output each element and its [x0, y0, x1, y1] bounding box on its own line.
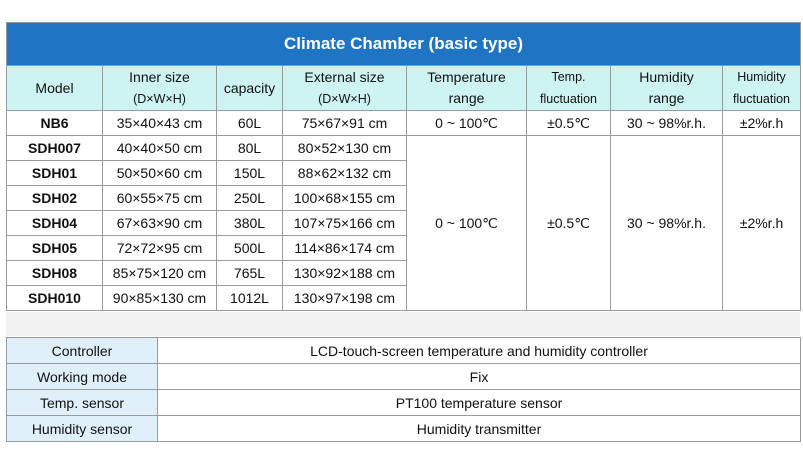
table-row: SDH010 90×85×130 cm 1012L 130×97×198 cm — [6, 285, 801, 311]
model-cell: SDH05 — [6, 235, 103, 261]
capacity-cell: 150L — [216, 160, 283, 186]
external-size-cell: 100×68×155 cm — [282, 185, 407, 211]
info-row: Humidity sensor Humidity transmitter — [6, 415, 801, 442]
capacity-cell: 765L — [216, 260, 283, 286]
header-external-size: External size (D×W×H) — [282, 65, 407, 111]
temp-fluctuation-cell: ±0.5℃ — [526, 110, 611, 136]
inner-size-cell: 60×55×75 cm — [102, 185, 217, 211]
external-size-cell: 107×75×166 cm — [282, 210, 407, 236]
header-inner-size: Inner size (D×W×H) — [102, 65, 217, 111]
header-row: Model Inner size (D×W×H) capacity Externa… — [6, 65, 802, 111]
info-row: Controller LCD-touch-screen temperature … — [6, 337, 801, 364]
external-size-cell: 130×97×198 cm — [282, 285, 407, 311]
capacity-cell: 250L — [216, 185, 283, 211]
header-temp-fluctuation: Temp. fluctuation — [526, 65, 611, 111]
info-value: Fix — [157, 363, 801, 390]
inner-size-cell: 85×75×120 cm — [102, 260, 217, 286]
capacity-cell: 60L — [216, 110, 283, 136]
capacity-cell: 500L — [216, 235, 283, 261]
humidity-range-cell: 30 ~ 98%r.h. — [610, 110, 723, 136]
model-cell: SDH01 — [6, 160, 103, 186]
temperature-range-cell: 0 ~ 100℃ — [406, 110, 527, 136]
model-cell: SDH010 — [6, 285, 103, 311]
table-row: NB6 35×40×43 cm 60L 75×67×91 cm 0 ~ 100℃… — [6, 110, 802, 136]
spec-table: Climate Chamber (basic type) Model Inner… — [5, 22, 802, 311]
header-temperature-range: Temperature range — [406, 65, 527, 111]
external-size-cell: 130×92×188 cm — [282, 260, 407, 286]
info-label: Temp. sensor — [6, 389, 158, 416]
inner-size-cell: 90×85×130 cm — [102, 285, 217, 311]
table-title: Climate Chamber (basic type) — [5, 22, 802, 66]
info-value: Humidity transmitter — [157, 415, 801, 442]
model-cell: SDH02 — [6, 185, 103, 211]
external-size-cell: 75×67×91 cm — [282, 110, 407, 136]
inner-size-cell: 50×50×60 cm — [102, 160, 217, 186]
capacity-cell: 380L — [216, 210, 283, 236]
info-value: PT100 temperature sensor — [157, 389, 801, 416]
info-row: Temp. sensor PT100 temperature sensor — [6, 389, 801, 416]
inner-size-cell: 72×72×95 cm — [102, 235, 217, 261]
info-value: LCD-touch-screen temperature and humidit… — [157, 337, 801, 364]
header-humidity-fluctuation: Humidity fluctuation — [721, 65, 802, 111]
table-row: SDH007 40×40×50 cm 80L 80×52×130 cm 0 ~ … — [6, 135, 802, 311]
inner-size-cell: 35×40×43 cm — [102, 110, 217, 136]
shared-temp-fluctuation-cell: ±0.5℃ — [526, 135, 611, 311]
info-label: Humidity sensor — [6, 415, 158, 442]
capacity-cell: 1012L — [216, 285, 283, 311]
inner-size-cell: 67×63×90 cm — [102, 210, 217, 236]
external-size-cell: 114×86×174 cm — [282, 235, 407, 261]
model-cell: SDH007 — [6, 135, 103, 161]
header-model: Model — [6, 65, 103, 111]
shared-temperature-range-cell: 0 ~ 100℃ — [406, 135, 527, 311]
section-divider — [6, 312, 800, 336]
table-row: SDH08 85×75×120 cm 765L 130×92×188 cm — [6, 260, 801, 286]
capacity-cell: 80L — [216, 135, 283, 161]
inner-size-cell: 40×40×50 cm — [102, 135, 217, 161]
humidity-fluctuation-cell: ±2%r.h — [721, 110, 802, 136]
model-cell: NB6 — [6, 110, 103, 136]
table-row: SDH02 60×55×75 cm 250L 100×68×155 cm — [6, 185, 801, 211]
shared-humidity-range-cell: 30 ~ 98%r.h. — [610, 135, 723, 311]
external-size-cell: 80×52×130 cm — [282, 135, 407, 161]
table-row: SDH04 67×63×90 cm 380L 107×75×166 cm — [6, 210, 801, 236]
info-table: Controller LCD-touch-screen temperature … — [6, 337, 801, 442]
table-row: SDH05 72×72×95 cm 500L 114×86×174 cm — [6, 235, 801, 261]
table-row: SDH01 50×50×60 cm 150L 88×62×132 cm — [6, 160, 801, 186]
shared-humidity-fluctuation-cell: ±2%r.h — [721, 135, 802, 311]
info-label: Working mode — [6, 363, 158, 390]
model-cell: SDH04 — [6, 210, 103, 236]
model-cell: SDH08 — [6, 260, 103, 286]
info-label: Controller — [6, 337, 158, 364]
header-capacity: capacity — [216, 65, 283, 111]
info-row: Working mode Fix — [6, 363, 801, 390]
external-size-cell: 88×62×132 cm — [282, 160, 407, 186]
header-humidity-range: Humidity range — [610, 65, 723, 111]
